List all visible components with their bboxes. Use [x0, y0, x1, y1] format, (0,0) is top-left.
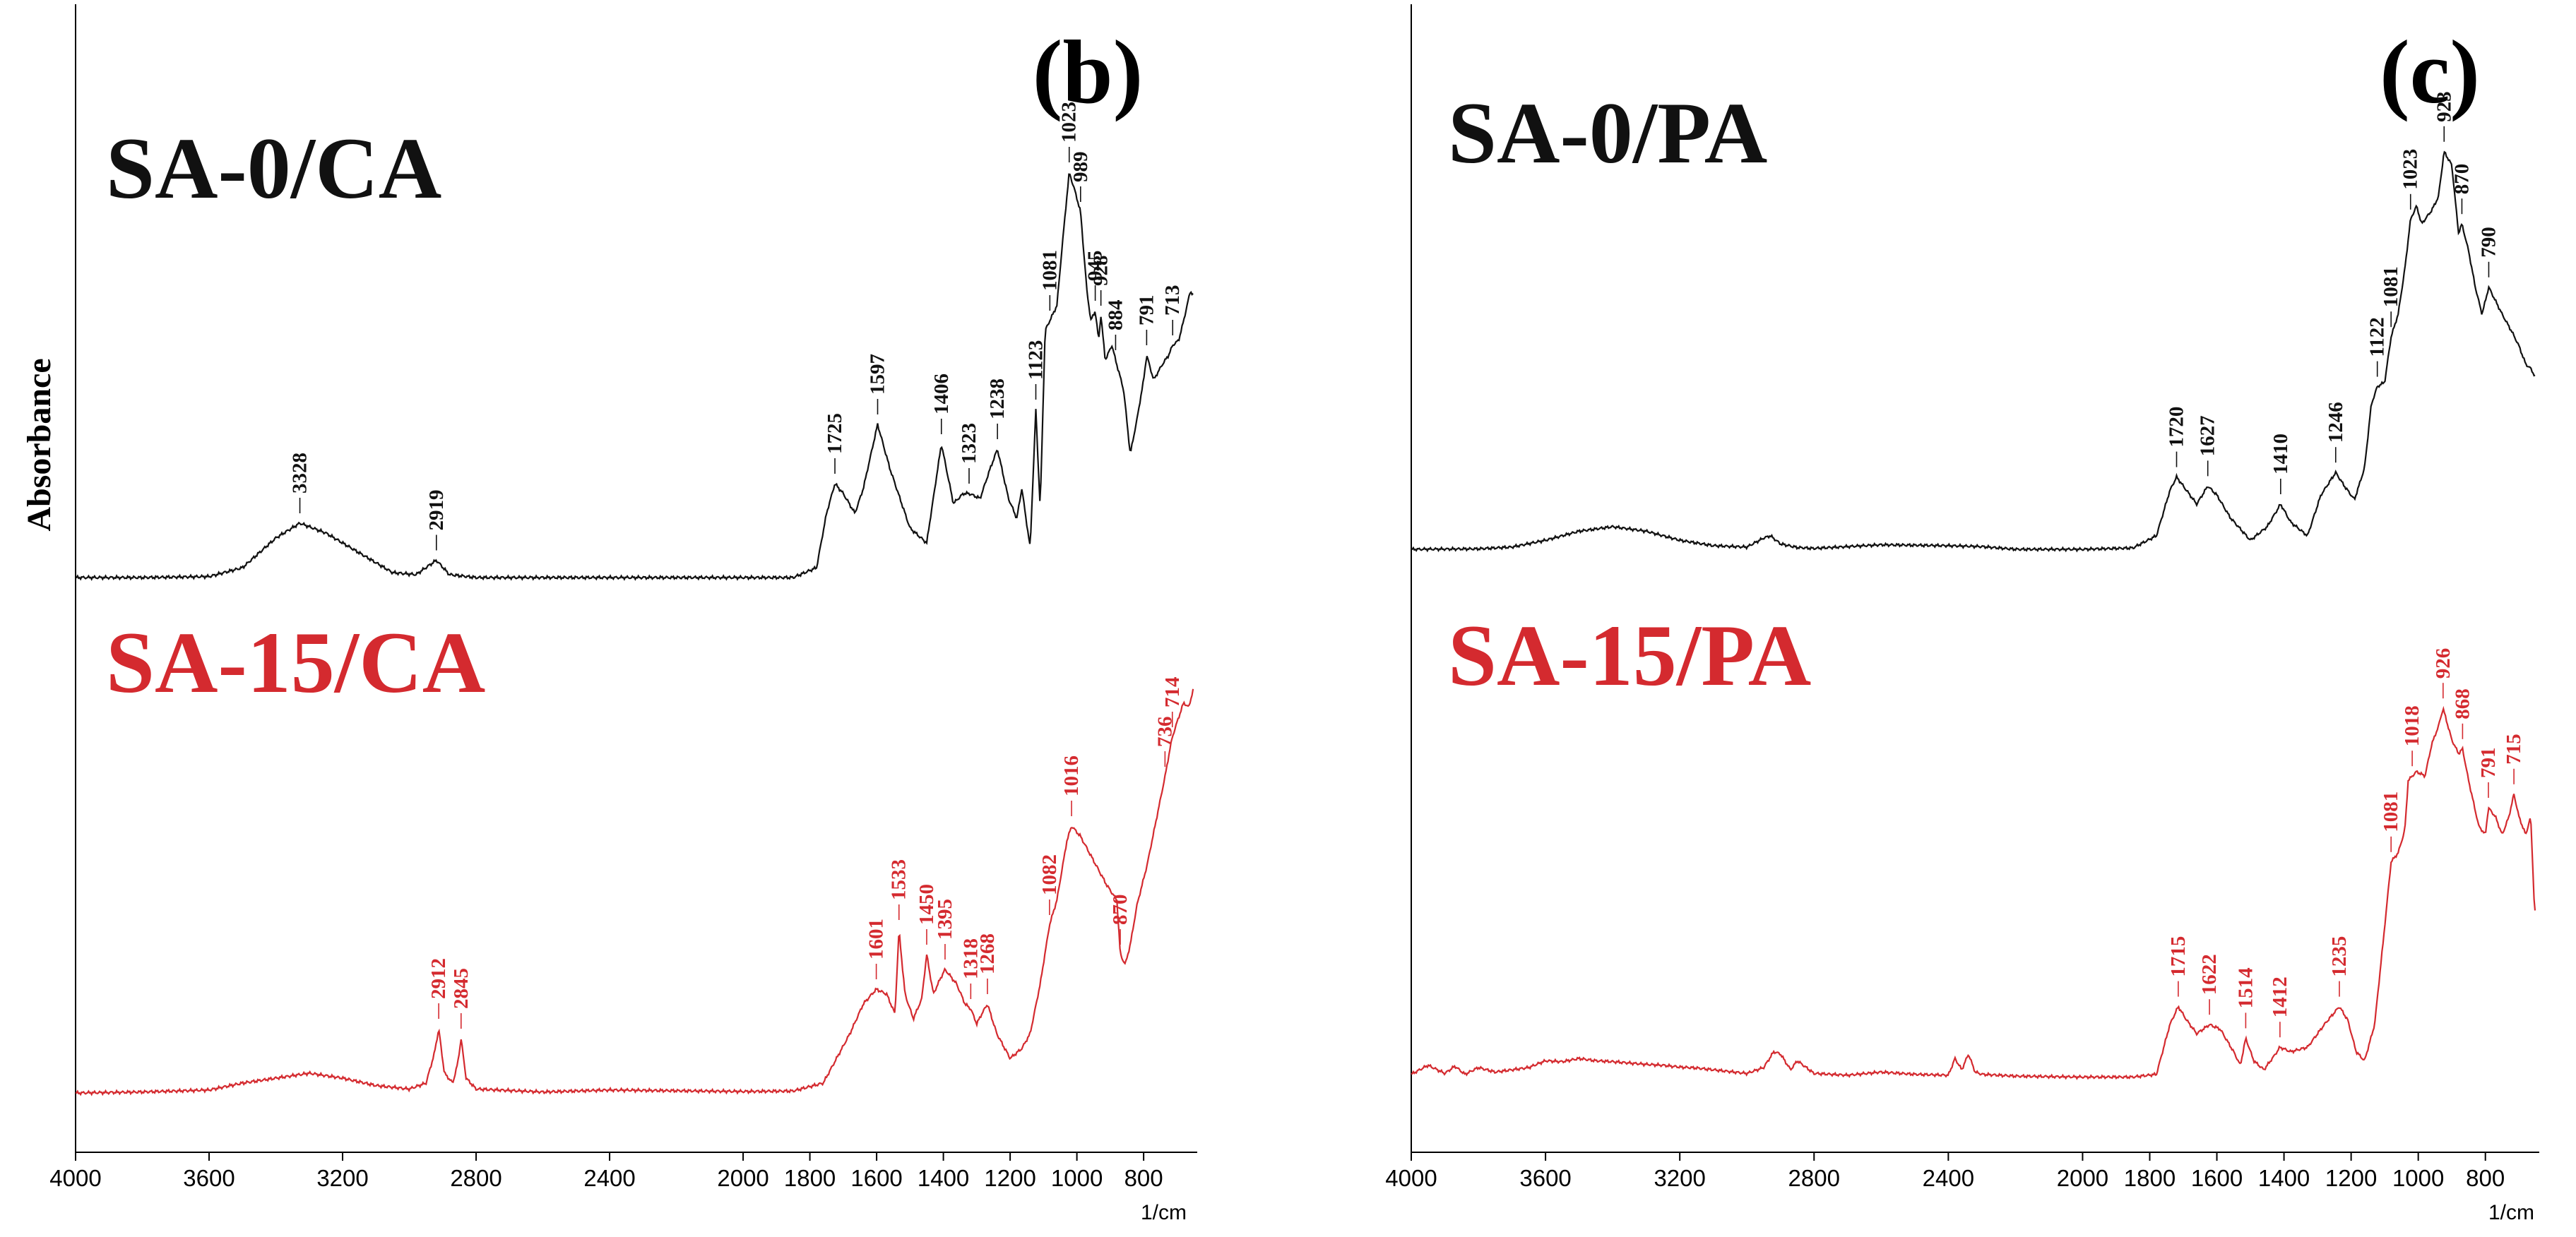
peak-label: 870 [1109, 895, 1132, 926]
sample-label: SA-0/PA [1448, 85, 1767, 181]
x-tick-label: 800 [1124, 1165, 1163, 1191]
peak-label: 1018 [2401, 705, 2423, 746]
x-tick-label: 1200 [2325, 1165, 2377, 1191]
spectrum-line-sa-0-ca [75, 173, 1194, 581]
peak-label: 1081 [1038, 250, 1061, 291]
peak-label: 1123 [1024, 340, 1047, 380]
panel-c-chart: 4000 3600 3200 2800 2400 2000 1800 1600 1400 1200… [1385, 4, 2539, 1224]
x-tick-label: 1600 [2191, 1165, 2243, 1191]
peak-label: 1081 [2380, 791, 2402, 832]
x-tick-label: 1800 [2124, 1165, 2176, 1191]
peak-label: 1395 [934, 899, 956, 940]
peak-label: 1023 [2399, 149, 2422, 190]
peak-label: 713 [1161, 285, 1184, 316]
x-tick-label: 1600 [850, 1165, 902, 1191]
x-tick-label: 2800 [1788, 1165, 1840, 1191]
peak-label: 1318 [959, 938, 982, 979]
peak-label: 1514 [2234, 967, 2257, 1008]
x-tick-label: 1400 [918, 1165, 969, 1191]
peak-label: 989 [1069, 152, 1092, 183]
peak-label: 2845 [450, 968, 473, 1009]
peak-label: 1082 [1038, 854, 1061, 895]
panel-b-chart: 4000 3600 3200 2800 2400 2000 1800 1600 1400 1200… [49, 4, 1197, 1224]
x-tick-label: 2000 [2057, 1165, 2108, 1191]
peak-label: 714 [1161, 677, 1184, 708]
peak-label: 1081 [2380, 266, 2402, 307]
peak-label: 1246 [2325, 402, 2347, 443]
peak-label: 2912 [427, 958, 450, 999]
peak-label: 870 [2450, 164, 2473, 195]
spectrum-line-sa-15-ca [75, 688, 1194, 1096]
x-tick-label: 2400 [1923, 1165, 1974, 1191]
panel-letter: (b) [1033, 22, 1143, 122]
spectrum-line-sa-0-pa [1411, 150, 2536, 553]
x-tick-label: 2400 [583, 1165, 635, 1191]
peak-label: 1238 [986, 378, 1009, 419]
peak-label: 1450 [915, 884, 938, 925]
x-tick-label: 2000 [717, 1165, 768, 1191]
x-tick-label: 4000 [49, 1165, 101, 1191]
peak-label: 2919 [425, 490, 448, 531]
peak-label: 1725 [824, 413, 846, 454]
peak-label: 1533 [888, 859, 910, 900]
x-tick-label: 1400 [2258, 1165, 2310, 1191]
peak-label: 1597 [867, 354, 889, 395]
peak-label: 1622 [2198, 954, 2221, 995]
peak-label: 736 [1153, 717, 1176, 748]
peak-label: 1412 [2269, 976, 2291, 1017]
x-tick-label: 4000 [1385, 1165, 1437, 1191]
peak-label: 1323 [958, 423, 980, 464]
peak-label: 1601 [865, 919, 888, 960]
x-tick-label: 1800 [784, 1165, 836, 1191]
peak-label: 791 [1135, 295, 1158, 326]
y-axis-label: Absorbance [20, 358, 58, 531]
peak-label: 791 [2477, 748, 2500, 779]
peak-label: 1023 [1058, 102, 1081, 143]
x-unit-label: 1/cm [1141, 1201, 1187, 1224]
peak-label: 715 [2503, 734, 2525, 765]
x-tick-label: 3600 [1519, 1165, 1571, 1191]
peak-label: 790 [2477, 227, 2500, 258]
x-tick-label: 1200 [984, 1165, 1035, 1191]
peak-label: 1720 [2166, 407, 2188, 448]
peak-label: 1016 [1060, 755, 1083, 796]
peak-label: 3328 [289, 453, 311, 494]
spectrum-line-sa-15-pa [1411, 705, 2536, 1080]
x-tick-label: 3600 [183, 1165, 235, 1191]
peak-label: 923 [2433, 91, 2455, 122]
peak-label: 1627 [2197, 415, 2219, 456]
panel-letter: (c) [2380, 22, 2480, 122]
peak-label: 1268 [976, 933, 999, 974]
sample-label: SA-0/CA [106, 120, 441, 217]
x-tick-label: 2800 [450, 1165, 501, 1191]
sample-label: SA-15/CA [106, 614, 485, 711]
peak-label: 1122 [2366, 317, 2389, 357]
peak-label: 928 [1090, 256, 1112, 287]
x-tick-label: 3200 [1654, 1165, 1705, 1191]
peak-label: 926 [2432, 648, 2455, 679]
peak-label: 1406 [930, 374, 953, 414]
sample-label: SA-15/PA [1448, 607, 1811, 704]
peak-label: 868 [2451, 688, 2474, 719]
x-tick-label: 800 [2466, 1165, 2505, 1191]
x-tick-label: 1000 [1051, 1165, 1103, 1191]
x-tick-label: 3200 [316, 1165, 368, 1191]
peak-label: 1715 [2167, 936, 2190, 977]
peak-label: 1235 [2328, 936, 2351, 977]
x-unit-label: 1/cm [2488, 1201, 2534, 1224]
peak-label: 945 [1084, 251, 1107, 282]
peak-label: 1410 [2269, 434, 2292, 474]
peak-label: 884 [1104, 300, 1127, 331]
x-tick-label: 1000 [2392, 1165, 2444, 1191]
